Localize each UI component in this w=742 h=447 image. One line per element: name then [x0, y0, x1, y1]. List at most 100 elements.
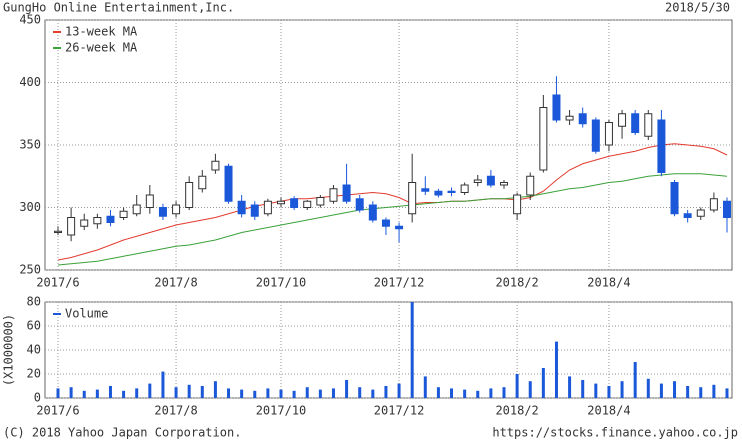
volume-bar — [161, 371, 165, 398]
candle-body — [657, 119, 666, 173]
volume-bar — [213, 381, 217, 398]
candle-body — [709, 198, 718, 211]
volume-bar — [699, 387, 703, 398]
x-tick-label: 2017/6 — [36, 404, 79, 418]
candle-body — [696, 209, 705, 217]
candle-body — [211, 160, 220, 171]
volume-bar — [515, 374, 519, 398]
candle-body — [237, 200, 246, 215]
volume-bar — [607, 386, 611, 398]
volume-bar — [450, 388, 454, 398]
volume-bar — [410, 302, 414, 398]
volume-bar — [725, 388, 729, 398]
volume-bar — [292, 390, 296, 398]
candle-body — [631, 113, 640, 133]
x-tick-label: 2017/6 — [36, 276, 79, 290]
candle-body — [132, 204, 141, 215]
volume-bar — [318, 389, 322, 398]
volume-bar — [187, 384, 191, 398]
x-tick-label: 2018/2 — [495, 276, 538, 290]
volume-bar — [476, 390, 480, 398]
x-tick-label: 2017/8 — [154, 404, 197, 418]
volume-bar — [331, 388, 335, 398]
candle-body — [224, 165, 233, 202]
volume-bar — [423, 376, 427, 398]
plot-frame — [44, 301, 733, 399]
candle-body — [290, 198, 299, 208]
volume-bar — [686, 386, 690, 398]
candle-body — [500, 182, 508, 186]
volume-bar — [463, 389, 467, 398]
candle-body — [263, 200, 272, 215]
volume-bar — [489, 388, 493, 398]
volume-bar — [108, 386, 112, 398]
candle-body — [723, 200, 731, 218]
candle-body — [316, 197, 325, 206]
volume-bar — [148, 383, 152, 398]
volume-bar — [581, 380, 585, 398]
candle-body — [54, 230, 62, 233]
candle-body — [604, 122, 613, 146]
candle-body — [408, 182, 417, 215]
copyright: (C) 2018 Yahoo Japan Corporation. — [3, 426, 241, 440]
volume-bar — [659, 383, 663, 398]
legend-label: Volume — [65, 307, 108, 321]
volume-bar — [358, 387, 362, 398]
y-tick-label: 300 — [19, 200, 41, 214]
candle-body — [250, 204, 259, 217]
candle-body — [565, 115, 574, 121]
volume-bar — [397, 383, 401, 398]
volume-bar — [528, 381, 532, 398]
volume-bar — [95, 389, 99, 398]
x-tick-label: 2018/4 — [587, 276, 630, 290]
volume-bar — [384, 386, 388, 398]
y-axis-label: (X1000000) — [2, 314, 16, 386]
chart-title: GungHo Online Entertainment,Inc. — [3, 1, 234, 15]
volume-bar — [345, 380, 349, 398]
y-tick-label: 250 — [19, 263, 41, 277]
candle-body — [513, 194, 522, 215]
candle-body — [552, 94, 561, 121]
candle-body — [158, 207, 167, 217]
legend-label: 26-week MA — [65, 41, 138, 55]
volume-bar — [554, 341, 558, 398]
x-tick-label: 2018/4 — [587, 404, 630, 418]
y-tick-label: 40 — [27, 343, 41, 357]
candle-body — [395, 225, 404, 230]
candle-body — [473, 179, 482, 183]
ma-line — [57, 173, 728, 266]
volume-bar — [712, 384, 716, 398]
y-tick-label: 0 — [34, 391, 41, 405]
volume-bar — [200, 386, 204, 398]
candle-body — [303, 200, 312, 208]
source-url: https://stocks.finance.yahoo.co.jp — [492, 426, 738, 440]
candle-body — [342, 184, 351, 202]
x-tick-label: 2017/10 — [256, 276, 307, 290]
candle-body — [80, 219, 89, 227]
volume-bar — [135, 388, 139, 398]
candle-body — [683, 213, 692, 218]
volume-bar — [541, 368, 545, 398]
candle-body — [486, 175, 495, 186]
candle-body — [67, 217, 76, 236]
candle-body — [198, 175, 207, 190]
candle-body — [591, 119, 600, 152]
candle-body — [670, 182, 679, 215]
x-tick-label: 2017/10 — [256, 404, 307, 418]
ma-line — [57, 143, 728, 261]
volume-bar — [253, 390, 257, 398]
candle-body — [644, 113, 653, 137]
candle-body — [460, 184, 469, 193]
candle-body — [329, 188, 338, 202]
candle-body — [618, 113, 627, 127]
candle-body — [421, 188, 430, 192]
candle-body — [539, 107, 548, 171]
candle-body — [119, 210, 128, 218]
legend-label: 13-week MA — [65, 25, 138, 39]
volume-bar — [646, 378, 650, 398]
candle-body — [277, 200, 285, 205]
candle-body — [172, 204, 181, 215]
candle-body — [93, 217, 102, 225]
x-tick-label: 2017/8 — [154, 276, 197, 290]
